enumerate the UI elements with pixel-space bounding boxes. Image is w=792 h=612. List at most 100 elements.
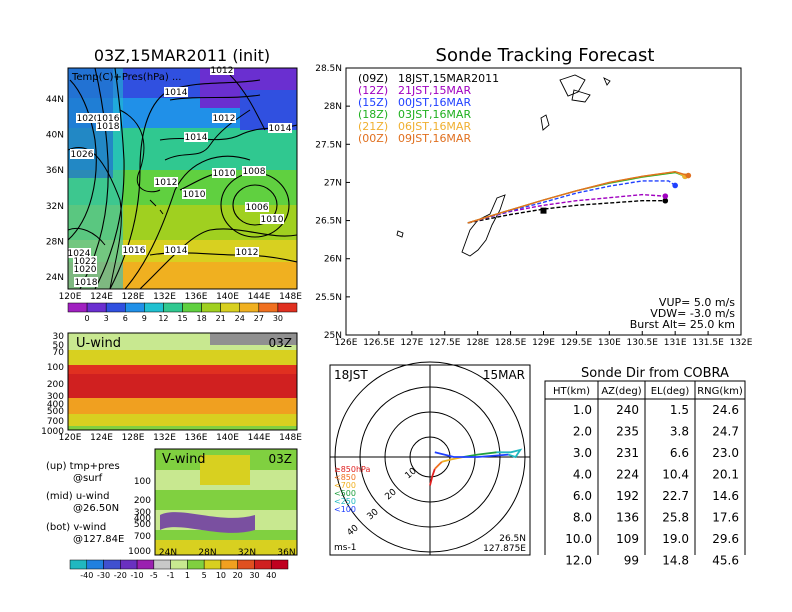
tracking-lon-tick: 129.5E bbox=[561, 338, 593, 348]
track-line bbox=[467, 170, 689, 224]
map-lon-tick: 128E bbox=[122, 292, 145, 302]
vwind-x-tick: 32N bbox=[238, 548, 256, 558]
table-cell: 6.0 bbox=[573, 489, 592, 503]
sonde-table: HT(km) AZ(deg) EL(deg) RNG(km) 1.0 240 1.5 24.6… bbox=[544, 380, 746, 568]
panel-note: (up) tmp+pres bbox=[46, 461, 120, 472]
isobar-label: 1020 bbox=[74, 265, 97, 275]
uwind-y-tick: 50 bbox=[53, 341, 65, 351]
wind-colorbar-label: -10 bbox=[131, 571, 144, 580]
isobar-label: 1012 bbox=[236, 248, 259, 258]
table-cell: 10.4 bbox=[662, 468, 689, 482]
map-lat-ticks: 44N 40N 36N 32N 28N 24N bbox=[46, 95, 64, 283]
track-line bbox=[467, 199, 666, 224]
table-cell: 1.0 bbox=[573, 403, 592, 417]
uwind-y-tick: 100 bbox=[47, 363, 64, 373]
isobar-label: 1022 bbox=[74, 257, 97, 267]
map-lat-tick: 32N bbox=[46, 202, 64, 212]
table-cell: 29.6 bbox=[712, 532, 739, 546]
table-cell: 3.8 bbox=[670, 425, 689, 439]
uwind-y-tick: 700 bbox=[47, 417, 64, 427]
isobar-label-bg bbox=[96, 113, 120, 123]
panel-note: @127.84E bbox=[73, 534, 124, 545]
polar-lon: 127.875E bbox=[483, 544, 526, 554]
isobar-label-bg bbox=[182, 189, 206, 199]
map-lat-tick: 44N bbox=[46, 95, 64, 105]
temp-colorbar-swatch bbox=[220, 302, 241, 313]
isobar-label: 1014 bbox=[269, 124, 292, 134]
table-header: HT(km) bbox=[553, 386, 590, 397]
tracking-lon-tick: 126E bbox=[335, 338, 358, 348]
vwind-y-tick: 400 bbox=[134, 514, 151, 524]
tracking-lat-tick: 28N bbox=[324, 102, 342, 112]
table-cell: 231 bbox=[616, 446, 639, 460]
tracking-lon-tick: 131.5E bbox=[692, 338, 724, 348]
isobar-label-bg bbox=[184, 132, 208, 142]
map-title: 03Z,15MAR2011 (init) bbox=[94, 46, 270, 65]
wind-colorbar-swatch bbox=[237, 559, 255, 570]
polar-date: 15MAR bbox=[483, 368, 525, 382]
isobar-label-bg bbox=[235, 247, 259, 257]
legend-label: 09JST,16MAR bbox=[398, 132, 471, 145]
tracking-lon-tick: 130E bbox=[598, 338, 621, 348]
tracking-title: Sonde Tracking Forecast bbox=[436, 45, 655, 66]
temp-colorbar-label: 6 bbox=[123, 314, 128, 323]
wind-colorbar-swatch bbox=[270, 559, 289, 570]
isobar-label: 1016 bbox=[97, 114, 120, 124]
uwind-x-tick: 136E bbox=[185, 433, 208, 443]
polar-legend-entry: <100 bbox=[334, 505, 356, 514]
isobar-label-bg bbox=[164, 245, 188, 255]
tracking-lat-tick: 28.5N bbox=[315, 64, 342, 74]
tracking-param: Burst Alt= 25.0 km bbox=[630, 318, 735, 331]
table-cell: 24.7 bbox=[712, 425, 739, 439]
uwind-x-tick: 148E bbox=[279, 433, 302, 443]
wind-colorbar: -40 -30 -20 -10 -5 -1 1 5 10 20 30 40 bbox=[69, 559, 289, 580]
vwind-y-tick: 100 bbox=[134, 477, 151, 487]
tracking-lat-tick: 26N bbox=[324, 255, 342, 265]
table-cell: 19.0 bbox=[662, 532, 689, 546]
wind-colorbar-label: -30 bbox=[97, 571, 110, 580]
uwind-x-tick: 120E bbox=[59, 433, 82, 443]
isobar-label: 1018 bbox=[75, 278, 98, 288]
wind-colorbar-swatch bbox=[136, 559, 155, 570]
table-cell: 25.8 bbox=[662, 511, 689, 525]
tracking-param: VDW= -3.0 m/s bbox=[650, 307, 735, 320]
table-cell: 3.0 bbox=[573, 446, 592, 460]
wind-colorbar-label: 5 bbox=[202, 571, 207, 580]
panel-note: (mid) u-wind bbox=[46, 491, 109, 502]
table-cell: 224 bbox=[616, 468, 639, 482]
temp-colorbar-swatch bbox=[163, 302, 183, 313]
temp-colorbar-label: 21 bbox=[216, 314, 226, 323]
isobar-label: 1012 bbox=[211, 66, 234, 76]
polar-lat: 26.5N bbox=[499, 534, 526, 544]
table-cell: 17.6 bbox=[712, 511, 739, 525]
vwind-x-tick: 28N bbox=[198, 548, 216, 558]
temp-colorbar-swatch bbox=[201, 302, 221, 313]
legend-code: (18Z) bbox=[358, 108, 388, 121]
tracking-lon-tick: 132E bbox=[730, 338, 753, 348]
isobar-label-bg bbox=[164, 87, 188, 97]
track-lines bbox=[467, 170, 692, 224]
map-lon-ticks: 120E 124E 128E 132E 136E 140E 144E 148E bbox=[59, 292, 303, 302]
isobar-label-bg bbox=[268, 123, 292, 133]
tracking-lon-tick: 127.5E bbox=[429, 338, 461, 348]
temp-colorbar-label: 27 bbox=[254, 314, 264, 323]
wind-colorbar-label: -1 bbox=[167, 571, 175, 580]
isobar-label-bg bbox=[245, 202, 269, 212]
table-cell: 45.6 bbox=[712, 554, 739, 568]
wind-colorbar-label: 1 bbox=[185, 571, 190, 580]
legend-label: 18JST,15MAR2011 bbox=[398, 72, 499, 85]
panel-note: (bot) v-wind bbox=[46, 522, 106, 533]
polar-trace bbox=[434, 451, 509, 458]
tracking-legend: (09Z) 18JST,15MAR2011 (12Z) 21JST,15MAR (15Z… bbox=[358, 72, 499, 145]
isobar-label: 1014 bbox=[165, 246, 188, 256]
map-lat-tick: 40N bbox=[46, 131, 64, 141]
uwind-y-tick: 400 bbox=[47, 400, 64, 410]
isobar-label-bg bbox=[260, 214, 284, 224]
map-lon-tick: 132E bbox=[153, 292, 176, 302]
vwind-x-ticks: 24N 28N 32N 36N bbox=[159, 548, 296, 558]
temp-colorbar-label: 24 bbox=[235, 314, 245, 323]
uwind-y-tick: 1000 bbox=[41, 427, 64, 437]
isobar-label: 1016 bbox=[123, 246, 146, 256]
track-end-point bbox=[685, 172, 692, 179]
